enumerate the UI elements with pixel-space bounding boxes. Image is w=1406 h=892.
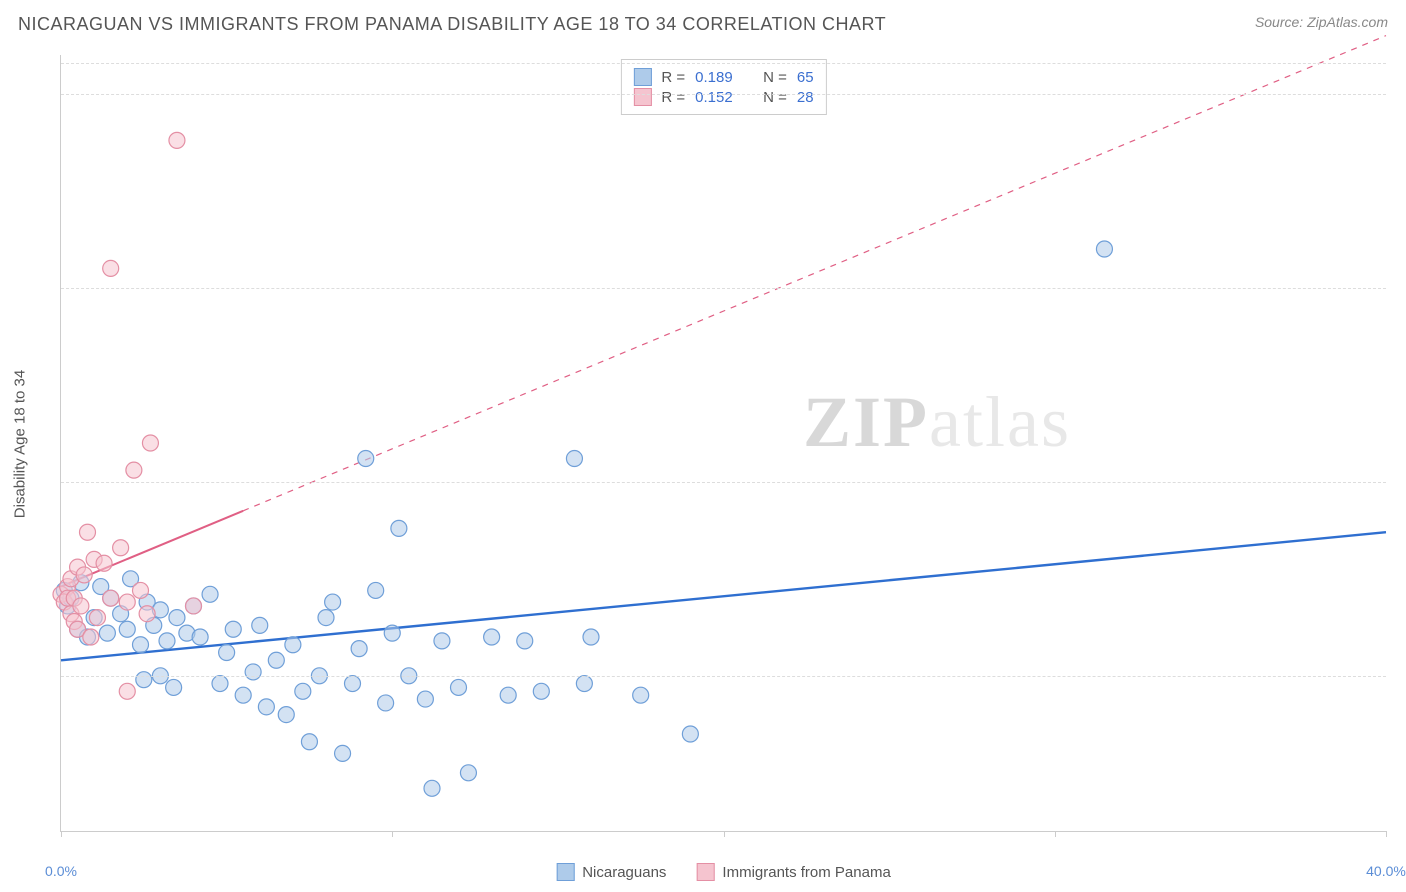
chart-title: NICARAGUAN VS IMMIGRANTS FROM PANAMA DIS… [18, 14, 886, 35]
r-value: 0.189 [695, 69, 743, 86]
bottom-legend: Nicaraguans Immigrants from Panama [556, 863, 891, 881]
gridline [61, 94, 1386, 95]
x-tick-label: 0.0% [45, 863, 77, 879]
x-tick [724, 831, 725, 837]
y-tick-label: 5.0% [1391, 668, 1406, 684]
n-value: 65 [797, 69, 814, 86]
n-label: N = [763, 69, 787, 86]
x-tick-label: 40.0% [1366, 863, 1406, 879]
legend-swatch [633, 68, 651, 86]
x-tick [1055, 831, 1056, 837]
stats-row: R = 0.152 N = 28 [633, 88, 813, 106]
gridline [61, 63, 1386, 64]
n-label: N = [763, 89, 787, 106]
r-label: R = [661, 89, 685, 106]
gridline [61, 288, 1386, 289]
r-value: 0.152 [695, 89, 743, 106]
legend-label: Immigrants from Panama [722, 864, 890, 881]
stats-legend-box: R = 0.189 N = 65 R = 0.152 N = 28 [620, 59, 826, 115]
legend-swatch [696, 863, 714, 881]
plot-container: Disability Age 18 to 34 ZIPatlas R = 0.1… [50, 55, 1386, 832]
legend-item: Immigrants from Panama [696, 863, 890, 881]
y-tick-label: 20.0% [1391, 86, 1406, 102]
r-label: R = [661, 69, 685, 86]
gridline [61, 676, 1386, 677]
x-tick [1386, 831, 1387, 837]
header: NICARAGUAN VS IMMIGRANTS FROM PANAMA DIS… [18, 14, 1388, 35]
plot-area: ZIPatlas R = 0.189 N = 65 R = 0.152 N = … [60, 55, 1386, 832]
legend-item: Nicaraguans [556, 863, 666, 881]
plot-svg [61, 55, 1386, 831]
y-axis-label: Disability Age 18 to 34 [12, 369, 29, 517]
stats-row: R = 0.189 N = 65 [633, 68, 813, 86]
x-tick [61, 831, 62, 837]
y-tick-label: 15.0% [1391, 280, 1406, 296]
x-tick [392, 831, 393, 837]
n-value: 28 [797, 89, 814, 106]
y-tick-label: 10.0% [1391, 474, 1406, 490]
legend-swatch [556, 863, 574, 881]
source-label: Source: ZipAtlas.com [1255, 14, 1388, 30]
gridline [61, 482, 1386, 483]
legend-label: Nicaraguans [582, 864, 666, 881]
legend-swatch [633, 88, 651, 106]
